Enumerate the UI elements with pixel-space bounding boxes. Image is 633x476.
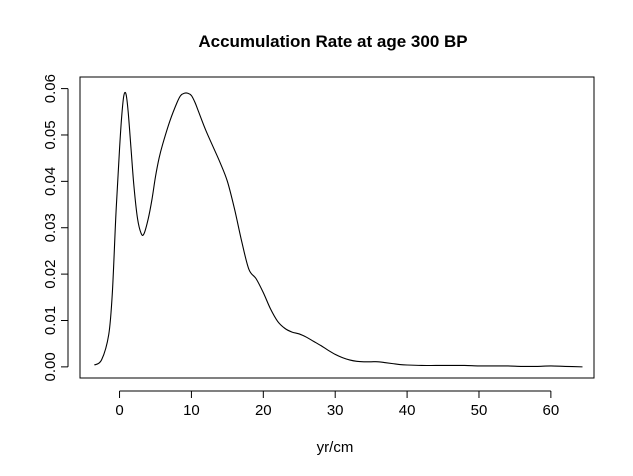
density-curve <box>94 91 583 368</box>
plot-frame <box>79 76 595 379</box>
y-tick-label: 0.01 <box>42 306 59 335</box>
x-tick-label: 30 <box>327 402 344 419</box>
x-tick-label: 50 <box>471 402 488 419</box>
y-tick-label: 0.03 <box>42 213 59 242</box>
y-tick-label: 0.02 <box>42 260 59 289</box>
chart-title: Accumulation Rate at age 300 BP <box>198 32 467 51</box>
y-tick-label: 0.04 <box>42 167 59 196</box>
x-tick-label: 0 <box>115 402 123 419</box>
y-tick-label: 0.00 <box>42 352 59 381</box>
x-axis-label: yr/cm <box>317 439 354 456</box>
series-layer <box>94 91 583 368</box>
x-tick-label: 10 <box>183 402 200 419</box>
x-tick-label: 20 <box>255 402 272 419</box>
y-tick-label: 0.06 <box>42 74 59 103</box>
x-axis: 0 10 20 30 40 50 60 <box>115 390 560 419</box>
x-tick-label: 40 <box>399 402 416 419</box>
y-tick-label: 0.05 <box>42 120 59 149</box>
y-axis: 0.00 0.01 0.02 0.03 0.04 0.05 0.06 <box>42 74 69 381</box>
x-tick-label: 60 <box>543 402 560 419</box>
